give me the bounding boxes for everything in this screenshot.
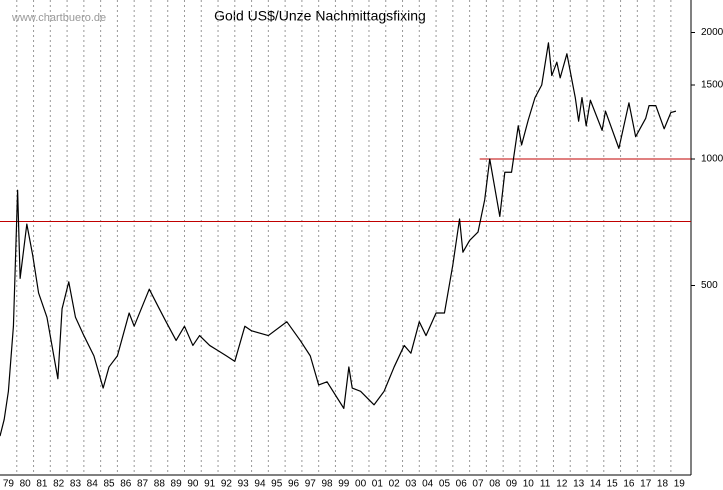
x-tick-label: 08: [489, 479, 501, 490]
x-tick-label: 99: [338, 479, 350, 490]
x-tick-label: 16: [623, 479, 635, 490]
x-tick-label: 96: [288, 479, 300, 490]
x-tick-label: 02: [389, 479, 401, 490]
x-tick-label: 83: [70, 479, 82, 490]
x-tick-label: 14: [590, 479, 602, 490]
x-tick-label: 94: [254, 479, 266, 490]
y-tick-label: 1500: [701, 80, 723, 91]
x-tick-label: 11: [540, 479, 551, 490]
x-tick-label: 19: [674, 479, 686, 490]
x-tick-label: 91: [204, 479, 216, 490]
x-tick-label: 01: [372, 479, 384, 490]
x-tick-label: 15: [607, 479, 619, 490]
x-tick-label: 12: [556, 479, 568, 490]
x-tick-label: 88: [154, 479, 166, 490]
y-tick-label: 2000: [701, 27, 723, 38]
x-tick-label: 86: [120, 479, 132, 490]
x-tick-label: 97: [305, 479, 317, 490]
y-tick-label: 1000: [701, 154, 723, 165]
y-tick-label: 500: [701, 280, 718, 291]
x-tick-label: 09: [506, 479, 518, 490]
x-tick-label: 95: [271, 479, 283, 490]
x-tick-label: 81: [36, 479, 48, 490]
x-tick-label: 03: [405, 479, 417, 490]
chart-title: Gold US$/Unze Nachmittagsfixing: [214, 8, 426, 24]
x-tick-label: 93: [238, 479, 250, 490]
x-tick-label: 85: [103, 479, 115, 490]
price-line: [0, 42, 677, 437]
x-tick-label: 04: [422, 479, 434, 490]
x-tick-label: 80: [20, 479, 32, 490]
x-tick-label: 06: [456, 479, 468, 490]
x-tick-label: 05: [439, 479, 451, 490]
x-tick-label: 84: [87, 479, 99, 490]
x-tick-label: 98: [321, 479, 333, 490]
x-tick-label: 10: [523, 479, 535, 490]
x-tick-label: 00: [355, 479, 367, 490]
x-tick-label: 89: [171, 479, 183, 490]
x-tick-label: 13: [573, 479, 585, 490]
x-tick-label: 87: [137, 479, 149, 490]
source: www.chartbuero.de: [11, 12, 106, 24]
x-tick-label: 17: [640, 479, 652, 490]
x-tick-label: 92: [221, 479, 233, 490]
x-tick-label: 82: [53, 479, 65, 490]
x-tick-label: 90: [187, 479, 199, 490]
x-tick-label: 07: [472, 479, 484, 490]
x-tick-label: 79: [3, 479, 15, 490]
x-tick-label: 18: [657, 479, 669, 490]
